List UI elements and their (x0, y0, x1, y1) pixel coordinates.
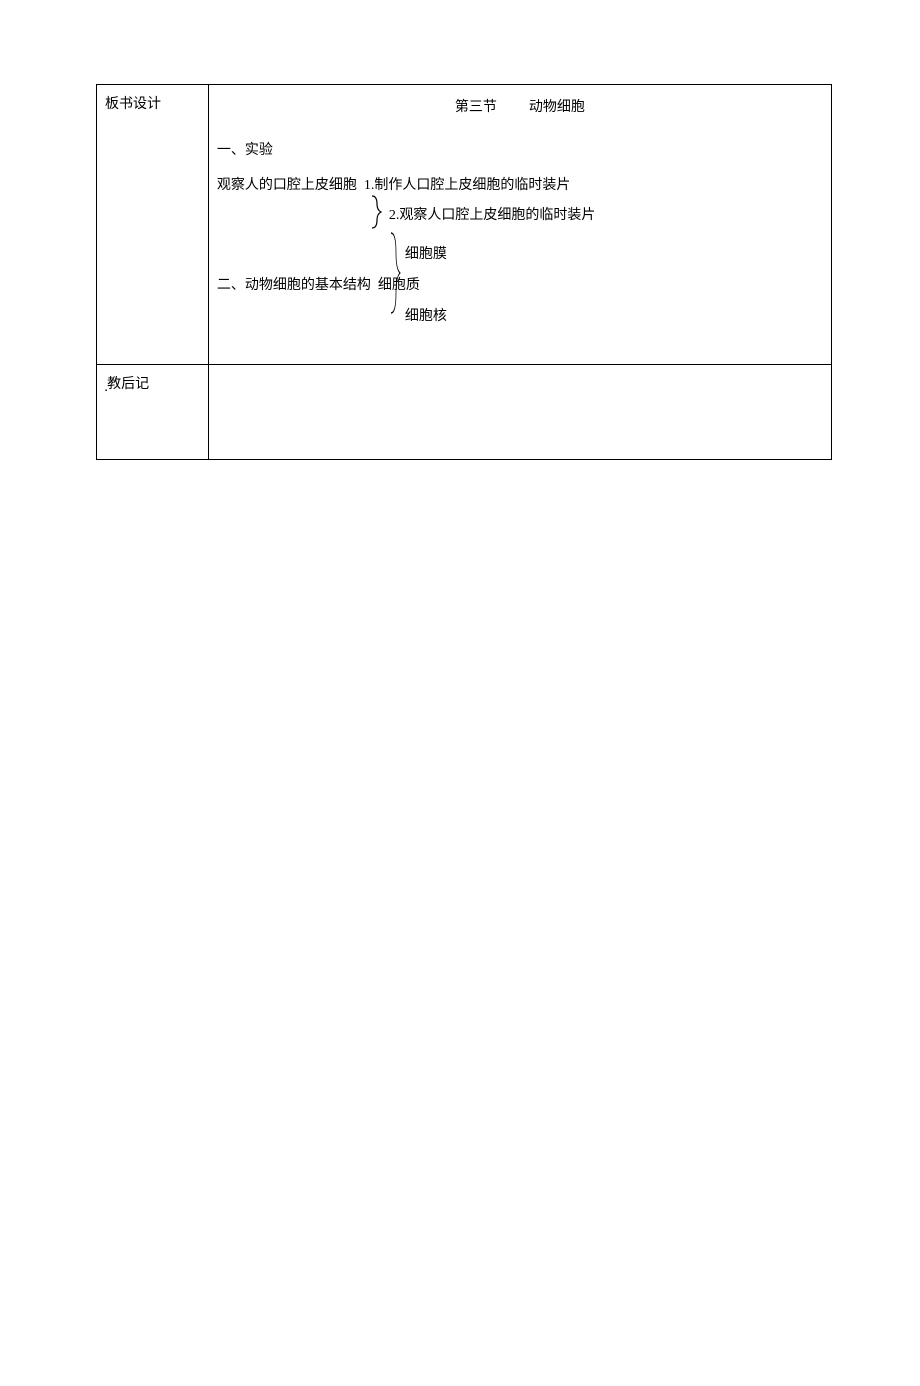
row-board-design: 板书设计 第三节 动物细胞 一、实验 观察人的口腔上皮细胞 1.制作人口腔上皮细胞… (97, 85, 832, 365)
structure-section: 细胞膜 二、动物细胞的基本结构 细胞质 细胞核 (217, 240, 823, 332)
title-subject: 动物细胞 (529, 100, 585, 115)
experiment-item-2: 2.观察人口腔上皮细胞的临时装片 (217, 201, 823, 232)
teaching-notes-label-cell: ▪教后记 (97, 365, 209, 460)
structure-item-1: 细胞膜 (217, 240, 823, 271)
brace-icon (369, 194, 383, 236)
lesson-table: 板书设计 第三节 动物细胞 一、实验 观察人的口腔上皮细胞 1.制作人口腔上皮细胞… (96, 84, 832, 460)
lesson-title: 第三节 动物细胞 (217, 93, 823, 124)
section2-label: 二、动物细胞的基本结构 (217, 278, 371, 293)
board-design-label-cell: 板书设计 (97, 85, 209, 365)
row-teaching-notes: ▪教后记 (97, 365, 832, 460)
brace-icon (389, 229, 401, 327)
structure-item-3: 细胞核 (217, 302, 823, 333)
observation-label: 观察人的口腔上皮细胞 (217, 178, 357, 193)
teaching-notes-label: 教后记 (107, 377, 149, 392)
section1-heading: 一、实验 (217, 136, 823, 167)
board-design-label: 板书设计 (105, 97, 161, 112)
board-design-content-cell: 第三节 动物细胞 一、实验 观察人的口腔上皮细胞 1.制作人口腔上皮细胞的临时装片… (208, 85, 831, 365)
teaching-notes-content-cell (208, 365, 831, 460)
title-section: 第三节 (455, 100, 497, 115)
experiment-item-1: 1.制作人口腔上皮细胞的临时装片 (364, 178, 571, 193)
experiment-section: 一、实验 观察人的口腔上皮细胞 1.制作人口腔上皮细胞的临时装片 2.观察人口腔… (217, 136, 823, 232)
